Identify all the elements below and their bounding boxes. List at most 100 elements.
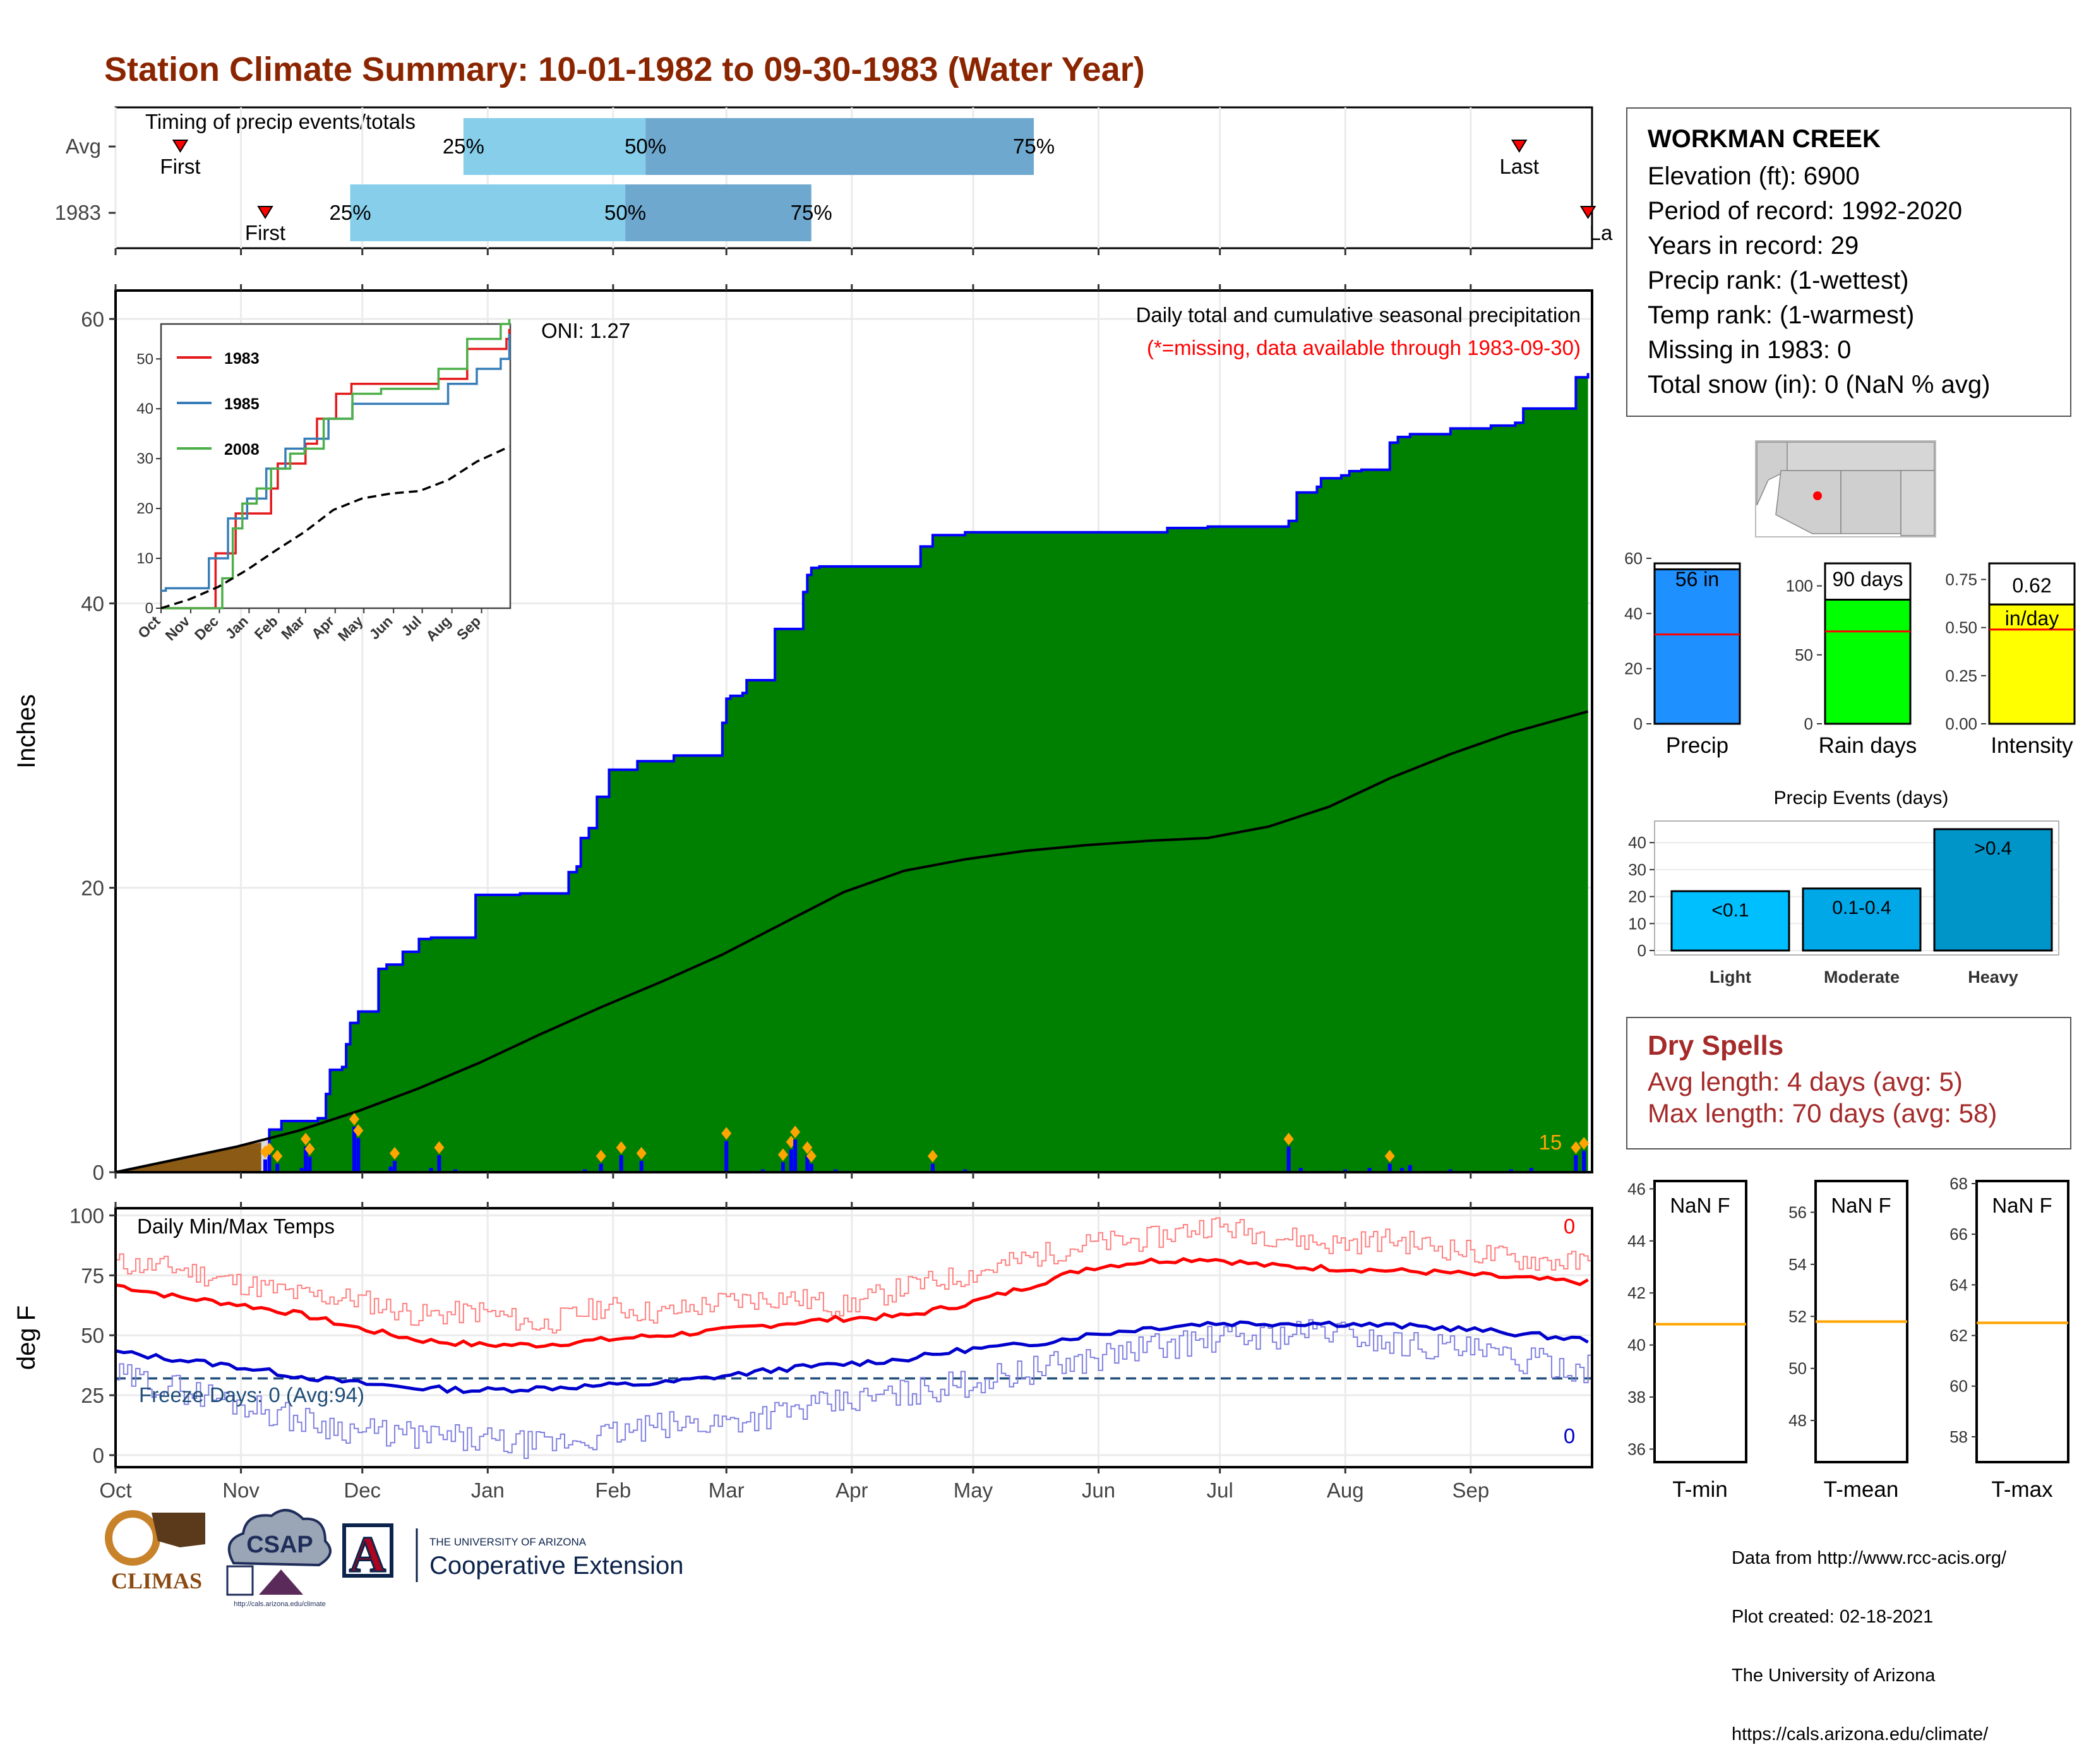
daily-precip-bar (453, 1169, 458, 1172)
station-temp-rank: Temp rank: (1-warmest) (1648, 301, 1915, 329)
precip-ytick-label: 20 (81, 877, 104, 900)
temp-summary-ytick-label: 46 (1627, 1179, 1646, 1198)
summary-ytick-label: 0.50 (1945, 618, 1977, 637)
footer-url: https://cals.arizona.edu/climate/ (1732, 1724, 1989, 1744)
events-bar (1670, 890, 1790, 952)
precip-events-title: Precip Events (days) (1774, 788, 1949, 808)
events-bar (1933, 828, 2053, 952)
daily-precip-bar (429, 1168, 433, 1172)
station-period: Period of record: 1992-2020 (1648, 197, 1963, 225)
temp-summary-boxes: 36 38 40 42 44 46 NaN F T-min 48 50 52 54 56 NaN F T-m… (1627, 1174, 2069, 1502)
temp-summary-ytick-label: 44 (1627, 1232, 1646, 1251)
daily-precip-bar (583, 1169, 587, 1172)
temp-summary-label: T-mean (1824, 1477, 1899, 1502)
temp-summary-box (1975, 1180, 2069, 1463)
timing-last-label: Last (1500, 155, 1539, 178)
precip-ytick-label: 0 (93, 1161, 104, 1184)
daily-precip-bar (392, 1160, 397, 1172)
events-bar-label: <0.1 (1711, 900, 1749, 921)
daily-precip-marker (1579, 1137, 1590, 1150)
daily-precip-marker (349, 1112, 359, 1125)
daily-precip-marker (806, 1149, 817, 1163)
summary-ytick-label: 0 (1804, 714, 1813, 733)
timing-bar-q50-q75 (645, 118, 1034, 175)
summary-value-label-line1: 0.62 (2012, 574, 2051, 597)
daily-precip-bar (275, 1163, 280, 1172)
locator-map (1755, 440, 1936, 537)
temp-summary-ytick-label: 64 (1949, 1275, 1968, 1294)
freeze-days-label: Freeze Days: 0 (Avg:94) (139, 1383, 364, 1407)
daily-precip-bar (834, 1169, 838, 1172)
inset-legend-1983: 1983 (224, 350, 260, 368)
daily-precip-marker (636, 1146, 647, 1160)
precip-events-panel: Precip Events (days) 010203040<0.1Light0… (1628, 788, 2059, 987)
daily-precip-marker (927, 1149, 938, 1163)
daily-precip-bar (809, 1163, 813, 1172)
temp-summary-value: NaN F (1992, 1194, 2052, 1217)
inset-month-label: Aug (422, 613, 454, 644)
daily-precip-marker (721, 1127, 732, 1140)
month-label: Mar (709, 1479, 745, 1502)
daily-precip-bar (724, 1141, 729, 1172)
summary-category-label: Intensity (1991, 733, 2073, 758)
events-bar (1802, 887, 1922, 952)
temp-summary-value: NaN F (1670, 1194, 1730, 1217)
precip-axes: 0 20 40 60 (81, 284, 1472, 1184)
map-region-east (1900, 470, 1935, 536)
events-ytick-label: 40 (1628, 833, 1646, 852)
summary-category-label: Precip (1666, 733, 1728, 758)
daily-precip-marker (264, 1143, 275, 1156)
summary-bars: 0 20 40 60 56 in Precip 0 50 100 90 days Rain days… (1624, 549, 2076, 758)
events-category-label: Light (1710, 968, 1751, 987)
cumulative-precip-line (116, 373, 1590, 1173)
month-label: Aug (1327, 1479, 1364, 1502)
average-max-temp-line (115, 1257, 1589, 1349)
ua-logo-block (342, 1523, 393, 1578)
station-location-dot (1813, 491, 1822, 500)
events-ytick-label: 10 (1628, 914, 1646, 933)
temp-summary-ytick-label: 38 (1627, 1388, 1646, 1407)
temp-summary-ytick-label: 52 (1788, 1307, 1807, 1326)
temp-summary-box (1653, 1180, 1747, 1463)
events-bar-label: 0.1-0.4 (1832, 897, 1891, 918)
temp-ytick-label: 100 (69, 1204, 104, 1227)
daily-precip-marker (434, 1141, 445, 1154)
map-region-north (1787, 441, 1935, 471)
events-bar-label: >0.4 (1974, 838, 2011, 859)
timing-label-q75: 75% (791, 201, 832, 224)
daily-min-temp-line (116, 1319, 1592, 1460)
timing-row-label-avg: Avg (66, 135, 101, 158)
timing-bar-q25-q50 (463, 118, 646, 175)
inset-series-line (161, 319, 511, 609)
daily-precip-marker (272, 1149, 283, 1163)
daily-precip-bar (930, 1163, 935, 1172)
inset-month-label: Jul (398, 613, 424, 639)
month-label: Jan (471, 1479, 505, 1502)
daily-precip-bar (619, 1155, 623, 1172)
inset-series-line (161, 333, 511, 592)
timing-last-marker (1579, 206, 1596, 219)
timing-last-label: La (1590, 221, 1613, 244)
daily-precip-bar (1343, 1169, 1348, 1172)
daily-precip-bar (1574, 1155, 1578, 1172)
daily-precip-bar (781, 1162, 785, 1172)
precip-ytick-label: 40 (81, 592, 104, 615)
station-missing: Missing in 1983: 0 (1648, 336, 1852, 364)
daily-precip-bar (789, 1149, 793, 1172)
events-ytick-label: 0 (1638, 941, 1646, 960)
logos: CLIMAS CSAP http://cals.arizona.edu/clim… (105, 1509, 683, 1608)
inset-ytick-label: 0 (145, 600, 153, 617)
daily-precip-marker (304, 1143, 315, 1156)
temp-summary-ytick-label: 40 (1627, 1336, 1646, 1355)
inset-month-label: Feb (251, 613, 281, 642)
inset-month-label: Nov (162, 613, 193, 644)
timing-first-marker (172, 140, 189, 153)
temp-ytick-label: 75 (81, 1264, 104, 1287)
daily-precip-bar (1367, 1168, 1372, 1172)
precip-events-bars: 0 10 20 30 40 <0.1 Light 0.1-0.4 Moderate >0.4 Hea… (1628, 828, 2059, 987)
oni-label: ONI: 1.27 (541, 319, 630, 342)
daily-precip-bar (1298, 1168, 1303, 1172)
inset-ytick-label: 40 (136, 400, 153, 417)
inset-legend-2008: 2008 (224, 441, 260, 459)
